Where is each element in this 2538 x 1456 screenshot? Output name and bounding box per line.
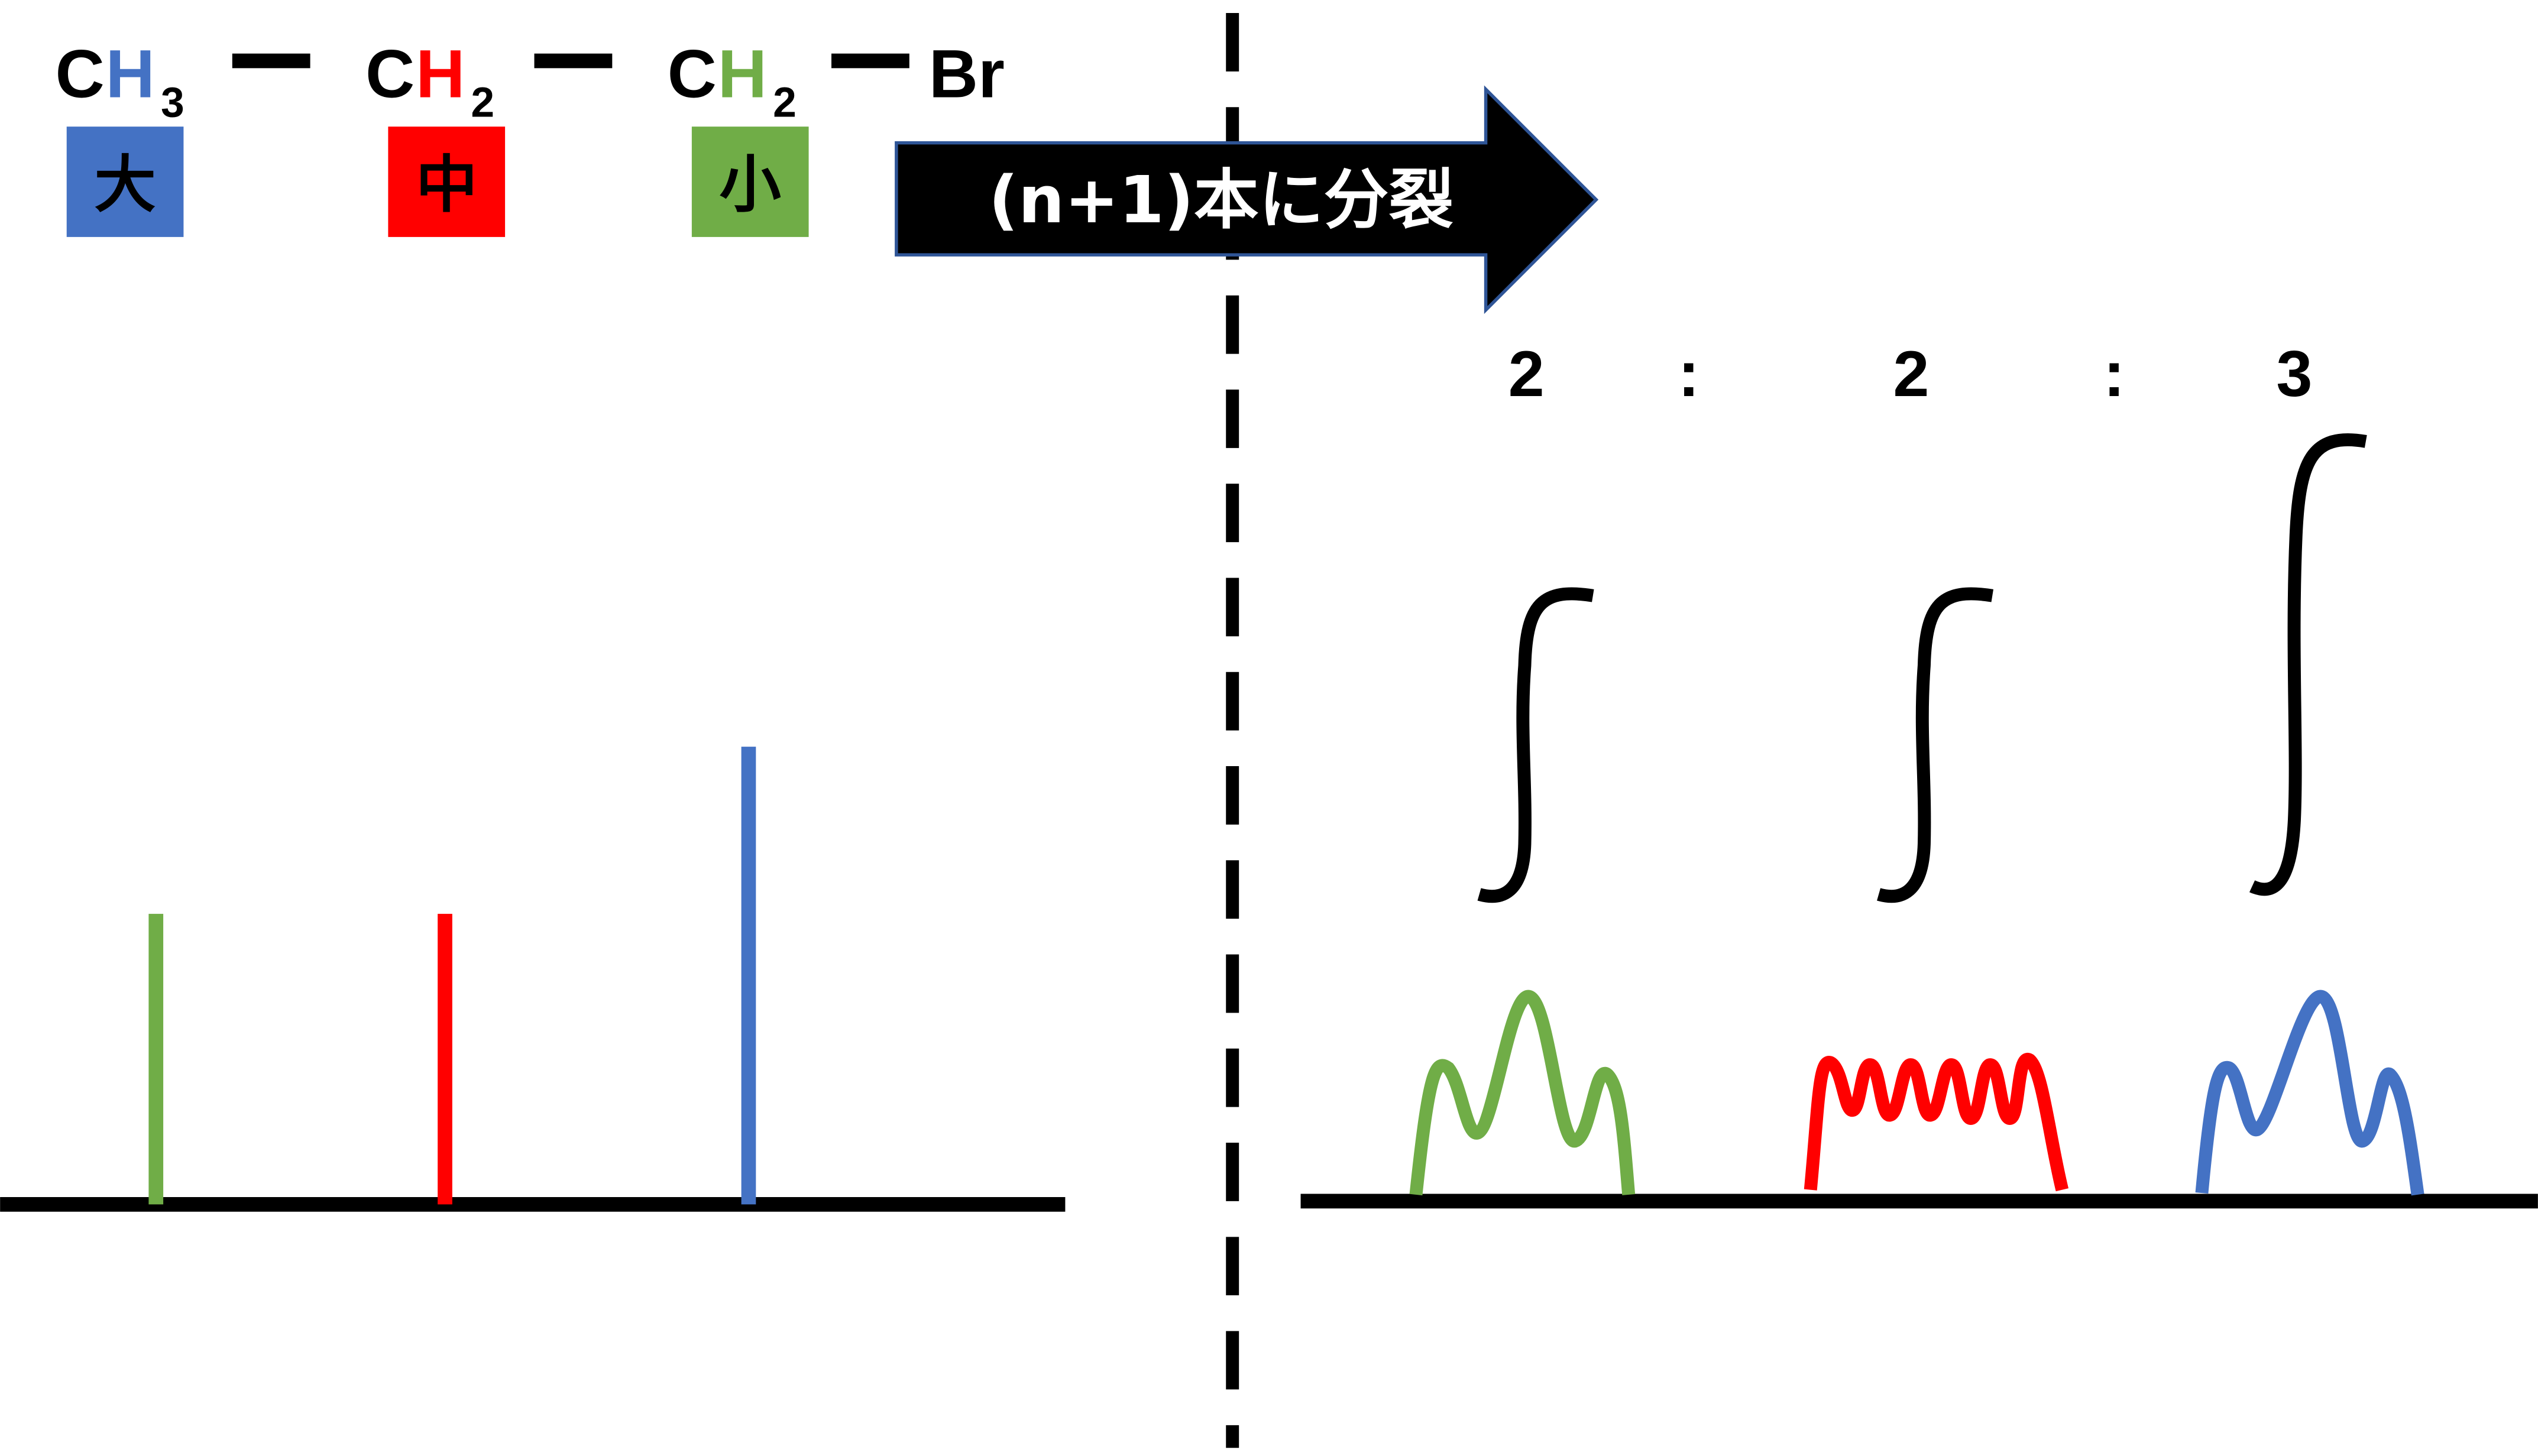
left-spectrum — [0, 747, 1066, 1212]
integral-icon-2 — [1877, 587, 1994, 903]
integral-icon-3 — [2249, 433, 2367, 896]
arrow-label: (n+1)本に分裂 — [989, 162, 1453, 238]
triplet-ch3 — [2195, 990, 2424, 1196]
ratio-c: 3 — [2276, 338, 2312, 410]
ch3-c: C — [56, 37, 105, 112]
bond-1 — [232, 53, 310, 69]
bond-2 — [534, 53, 613, 69]
arrow-shape — [895, 85, 1599, 314]
label-ch2-br: 小 — [720, 149, 781, 221]
label-ch3: 大 — [94, 149, 156, 221]
ch2br-subscript: 2 — [773, 79, 797, 127]
triplet-ch2br — [1409, 990, 1636, 1196]
ch2br-h: H — [718, 37, 767, 112]
label-ch2-middle: 中 — [416, 149, 477, 221]
label-box-ch3 — [66, 127, 184, 237]
ch2br-c: C — [668, 37, 717, 112]
integration-ratio: 2 : 2 : 3 — [1508, 338, 2313, 410]
multiplet-ch2-middle — [1804, 1052, 2069, 1192]
ratio-sep-1: : — [1678, 338, 1700, 410]
structural-formula: C H 3 C H 2 C H 2 Br — [56, 37, 1005, 127]
ratio-a: 2 — [1508, 338, 1545, 410]
integral-icon-1 — [1477, 587, 1594, 903]
ch2-h: H — [416, 37, 465, 112]
bromine: Br — [929, 37, 1005, 112]
ch2-c: C — [365, 37, 415, 112]
ch3-h: H — [106, 37, 155, 112]
ratio-sep-2: : — [2103, 338, 2125, 410]
bond-3 — [831, 53, 909, 69]
label-box-ch2-middle — [388, 127, 506, 237]
ratio-b: 2 — [1893, 338, 1929, 410]
label-box-ch2-br — [691, 127, 809, 237]
ch3-subscript: 3 — [161, 79, 184, 127]
ch2-subscript: 2 — [471, 79, 494, 127]
right-spectrum — [1300, 990, 2538, 1209]
